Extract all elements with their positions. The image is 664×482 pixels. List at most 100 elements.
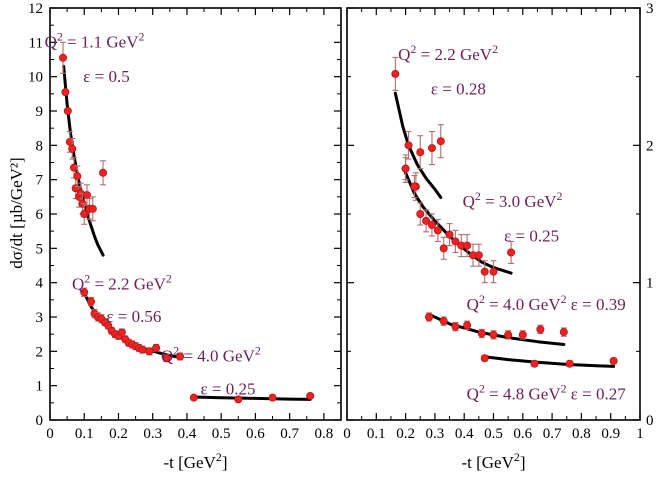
fit-curve [404,171,513,275]
data-point [117,328,126,337]
data-point [518,330,527,339]
data-point [507,248,516,257]
data-point [306,391,315,400]
series-group [401,157,516,284]
series-group [189,391,315,404]
data-point [425,312,434,321]
x-tick-label: 0.6 [513,426,532,442]
data-point [410,182,419,191]
y-tick-label: 1 [36,379,44,395]
data-point [63,107,72,116]
y-tick-label: 5 [36,241,44,257]
fit-curve [483,355,616,368]
data-point [451,237,460,246]
x-tick-label: 0.6 [246,426,265,442]
x-tick-label: 0.5 [484,426,503,442]
x-tick-label: 0.5 [212,426,231,442]
data-point [80,288,89,297]
annotation-label: ε = 0.28 [431,80,486,99]
data-point [439,317,448,326]
data-point [536,325,545,334]
data-point [559,328,568,337]
x-tick-label: 0.3 [143,426,162,442]
data-point [404,141,413,150]
data-point [489,330,498,339]
annotation-label: Q2 = 4.0 GeV2 ε = 0.39 [467,292,626,314]
x-tick-label: 0.3 [426,426,445,442]
data-point [391,69,400,78]
x-tick-label: 0.2 [109,426,128,442]
y-tick-label: 1 [646,276,654,292]
y-tick-label: 0 [646,413,654,429]
annotation-label: Q2 = 2.2 GeV2 [72,272,172,294]
y-tick-label: 9 [36,104,44,120]
data-point [530,359,539,368]
data-point [445,230,454,239]
data-point [463,241,472,250]
data-point [480,354,489,363]
annotation-label: ε = 0.56 [106,307,161,326]
y-tick-label: 6 [36,207,44,223]
data-point [439,244,448,253]
fit-curve [192,395,312,401]
x-tick-label: 0.2 [396,426,415,442]
data-point [477,329,486,338]
series-group [59,41,108,257]
data-point [68,144,77,153]
data-point [176,352,185,361]
y-tick-label: 4 [36,276,44,292]
annotation-label: Q2 = 3.0 GeV2 [463,189,563,211]
data-point [427,220,436,229]
x-tick-label: 1 [636,426,644,442]
data-point [609,356,618,365]
annotation-label: Q2 = 4.0 GeV2 [161,344,261,366]
x-tick-label: 0.9 [601,426,620,442]
data-point [565,359,574,368]
series-group [391,56,445,201]
series-group [480,354,618,368]
y-tick-label: 3 [36,310,44,326]
data-point [73,172,82,181]
annotation-label: ε = 0.25 [201,379,256,398]
y-tick-label: 3 [646,1,654,17]
data-point [433,226,442,235]
data-point [504,330,513,339]
data-point [436,137,445,146]
data-point [59,53,68,62]
x-tick-label: 0.1 [367,426,386,442]
annotation-label: ε = 0.25 [504,226,559,245]
x-axis-label: -t [GeV2] [461,450,525,472]
data-point [422,216,431,225]
data-point [69,163,78,172]
data-point [152,343,161,352]
annotation-label: Q2 = 2.2 GeV2 [398,42,498,64]
fit-curve [62,64,105,257]
series-group [425,312,568,346]
x-tick-label: 0.4 [178,426,197,442]
x-tick-label: 0.4 [455,426,474,442]
y-tick-label: 2 [646,138,654,154]
data-point [474,251,483,260]
y-tick-label: 0 [36,413,44,429]
data-point [268,393,277,402]
y-tick-label: 10 [28,70,43,86]
data-point [162,354,171,363]
y-tick-label: 8 [36,138,44,154]
x-tick-label: 0.1 [75,426,94,442]
data-point [480,267,489,276]
panel-left: 0 0.1 0.2 0.3 0.4 0.5 0.6 0.7 0.8012345678910111… [28,1,342,472]
data-point [489,267,498,276]
data-point [463,321,472,330]
x-tick-label: 0.8 [315,426,334,442]
x-axis-label: -t [GeV2] [163,450,227,472]
x-tick-label: 0 [343,426,351,442]
data-point [61,88,70,97]
data-point [87,297,96,306]
data-point [427,144,436,153]
x-tick-label: 0.7 [543,426,562,442]
y-axis-label: dσ/dt [µb/GeV²] [7,157,26,268]
data-point [88,204,97,213]
data-point [80,209,89,218]
